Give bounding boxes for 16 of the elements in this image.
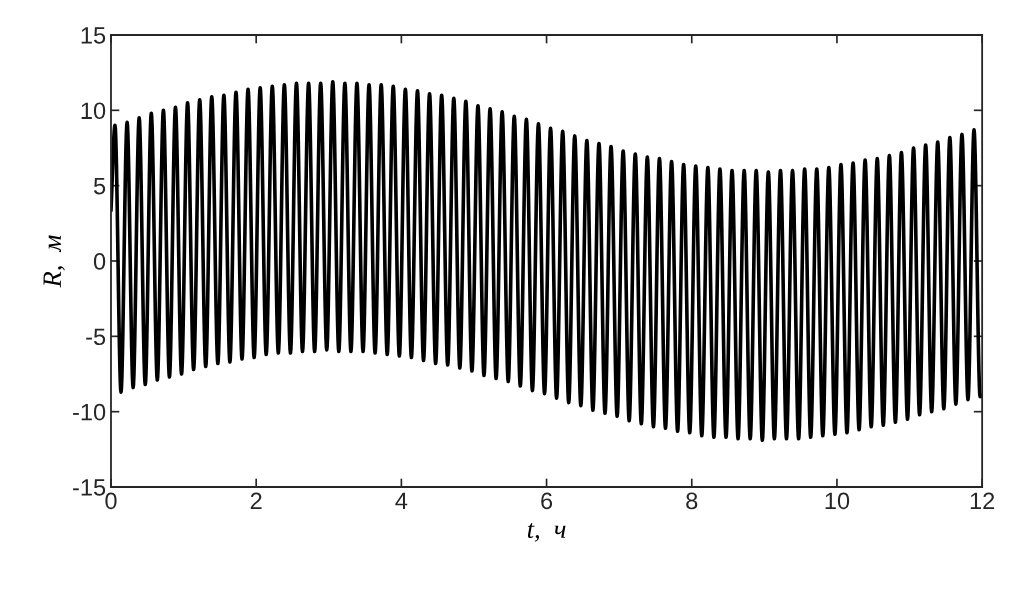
x-tick-label: 12	[970, 492, 995, 509]
y-tick-label: 0	[93, 253, 106, 270]
y-tick-label: 15	[81, 27, 106, 44]
x-tick-label: 10	[825, 492, 850, 510]
y-tick-label: -15	[73, 479, 106, 496]
y-tick-label: 5	[93, 177, 106, 195]
x-tick-label: 8	[686, 492, 698, 510]
y-tick-label: 10	[81, 102, 106, 120]
x-tick-label: 2	[250, 492, 262, 509]
x-tick-label: 6	[541, 492, 553, 510]
y-tick-label: -5	[86, 328, 106, 346]
x-axis-title: t, ч	[527, 522, 566, 542]
y-tick-label: -10	[73, 403, 106, 421]
x-tick-label: 4	[395, 492, 408, 509]
x-tick-label: 0	[105, 492, 117, 510]
y-axis-title: R, м	[43, 235, 65, 288]
